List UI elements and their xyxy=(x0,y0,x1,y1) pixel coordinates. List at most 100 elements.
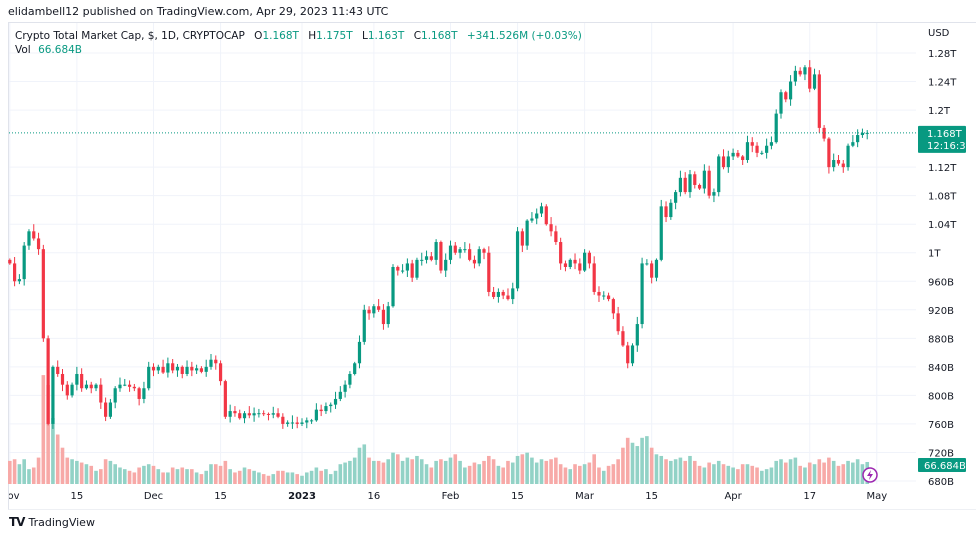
volume-bar xyxy=(295,474,300,484)
candle-body xyxy=(8,259,12,264)
volume-bar xyxy=(582,464,587,484)
volume-bar xyxy=(740,464,745,484)
volume-bar xyxy=(410,459,414,484)
volume-bar xyxy=(424,464,429,484)
candle-body xyxy=(650,263,654,278)
candle-body xyxy=(573,259,577,264)
volume-bar xyxy=(458,460,462,484)
volume-bar xyxy=(463,467,467,484)
price-axis: 1.28T 1.24T 1.2T 1.12T 1.08T 1.04T 1T 960B 920B 8… xyxy=(862,28,972,488)
candle-body xyxy=(501,291,505,296)
volume-bar xyxy=(530,457,534,484)
volume-bar xyxy=(99,469,103,484)
volume-bar xyxy=(41,375,46,484)
volume-bar xyxy=(525,452,529,484)
candle-body xyxy=(678,177,683,193)
tradingview-logo[interactable]: TV TradingView xyxy=(9,515,95,529)
open-label: O xyxy=(254,30,263,42)
candle-body xyxy=(147,366,151,389)
candle-body xyxy=(295,422,299,424)
candle-body xyxy=(492,291,496,297)
candle-body xyxy=(32,231,36,239)
volume-bar xyxy=(429,467,434,484)
volume-bar xyxy=(185,469,189,484)
candle-body xyxy=(707,170,711,196)
chart-legend: Crypto Total Market Cap, $, 1D, CRYPTOCA… xyxy=(15,29,582,57)
candle-body xyxy=(80,373,84,389)
candle-body xyxy=(353,363,357,374)
volume-bar xyxy=(769,467,774,484)
candle-body xyxy=(712,192,716,196)
volume-bar xyxy=(146,464,151,484)
candle-body xyxy=(89,384,93,389)
volume-bar xyxy=(328,474,333,484)
candle-body xyxy=(563,263,568,267)
candle-body xyxy=(635,324,639,346)
candle-body xyxy=(793,70,797,82)
volume-bar xyxy=(285,472,290,484)
volume-bar xyxy=(252,470,256,484)
candle-body xyxy=(674,192,678,203)
volume-bar xyxy=(467,465,472,484)
price-tick-label: 960B xyxy=(928,277,954,288)
volume-bar xyxy=(237,470,242,484)
time-tick-label: Apr xyxy=(724,491,742,502)
candle-body xyxy=(171,363,175,371)
candle-body xyxy=(60,373,65,385)
volume-bar xyxy=(434,460,438,484)
candle-body xyxy=(559,242,563,264)
volume-bar xyxy=(635,446,640,484)
volume-bar xyxy=(199,474,204,484)
symbol-title[interactable]: Crypto Total Market Cap, $, 1D, CRYPTOCA… xyxy=(15,30,245,42)
price-tick-label: 1.24T xyxy=(928,78,957,89)
candle-body xyxy=(305,420,309,423)
volume-bar xyxy=(683,460,687,484)
volume-bar xyxy=(510,462,515,484)
candle-body xyxy=(597,291,601,296)
open-value: 1.168T xyxy=(262,30,299,42)
time-tick-label: 15 xyxy=(71,491,84,502)
candle-body xyxy=(420,259,424,261)
candle-body xyxy=(195,368,199,371)
candle-body xyxy=(400,270,405,272)
candle-body xyxy=(784,92,788,100)
volume-label[interactable]: Vol xyxy=(15,44,31,56)
candle-body xyxy=(367,309,371,314)
candle-body xyxy=(827,138,831,168)
volume-bar xyxy=(223,460,228,484)
candle-body xyxy=(549,224,553,232)
candle-body xyxy=(343,384,347,392)
time-tick-label: 15 xyxy=(214,491,227,502)
candle-body xyxy=(13,263,17,282)
price-tick-label: 920B xyxy=(928,306,954,317)
volume-bar xyxy=(659,455,664,484)
volume-bar xyxy=(290,472,295,484)
volume-bar xyxy=(142,465,146,484)
volume-bar xyxy=(496,465,501,484)
time-tick-label: Nov xyxy=(0,491,20,502)
candle-body xyxy=(276,413,280,417)
candle-body xyxy=(640,263,644,325)
candle-body xyxy=(836,159,841,164)
candle-body xyxy=(731,152,735,157)
candle-body xyxy=(104,402,108,417)
volume-bar xyxy=(314,467,319,484)
volume-bar xyxy=(156,469,161,484)
current-price-badge xyxy=(918,125,966,153)
candle-body xyxy=(286,422,290,424)
volume-bar xyxy=(84,464,89,484)
candle-body xyxy=(51,366,55,424)
current-price-label: 1.168T xyxy=(927,129,963,140)
price-tick-label: 880B xyxy=(928,334,954,345)
candle-body xyxy=(113,388,117,403)
candle-body xyxy=(415,259,419,278)
volume-bar xyxy=(592,454,596,484)
high-label: H xyxy=(308,30,317,42)
candle-body xyxy=(765,145,769,153)
volume-bar xyxy=(228,469,232,484)
volume-bar xyxy=(664,459,668,484)
volume-bar xyxy=(151,465,156,484)
chart-frame xyxy=(8,22,976,510)
volume-bar xyxy=(506,460,510,484)
